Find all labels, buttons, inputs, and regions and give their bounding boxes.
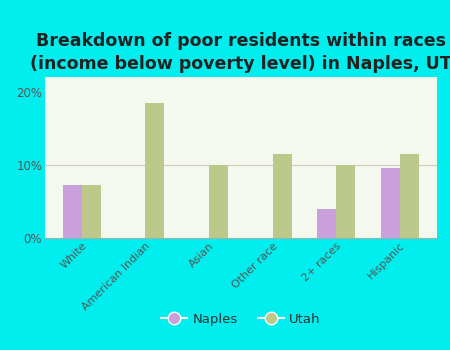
Bar bbox=[209, 165, 228, 238]
Legend: Naples, Utah: Naples, Utah bbox=[156, 308, 326, 331]
Bar bbox=[400, 154, 419, 238]
Bar bbox=[82, 185, 101, 238]
Bar bbox=[317, 209, 336, 238]
Bar bbox=[63, 185, 82, 238]
Bar bbox=[273, 154, 292, 238]
Bar bbox=[381, 168, 400, 238]
Title: Breakdown of poor residents within races
(income below poverty level) in Naples,: Breakdown of poor residents within races… bbox=[30, 33, 450, 73]
Bar bbox=[336, 165, 355, 238]
Bar bbox=[145, 103, 165, 238]
